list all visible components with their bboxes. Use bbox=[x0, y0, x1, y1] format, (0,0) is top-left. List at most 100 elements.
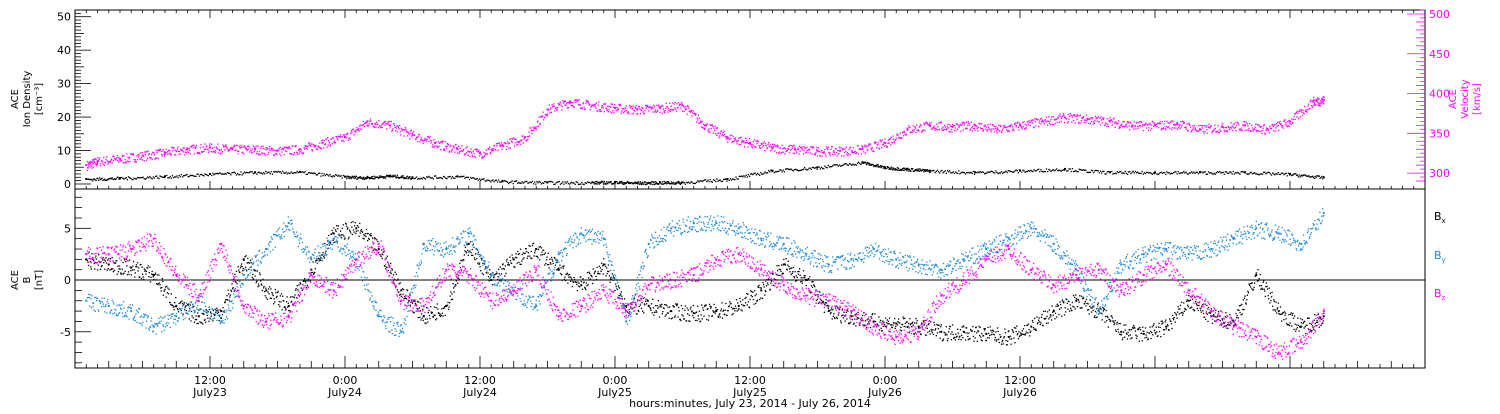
density-point bbox=[132, 179, 133, 180]
velocity-point bbox=[118, 157, 119, 158]
velocity-point bbox=[778, 146, 779, 147]
density-point bbox=[1063, 169, 1064, 170]
velocity-point bbox=[849, 147, 850, 148]
b-bx-point bbox=[433, 314, 434, 315]
b-bx-point bbox=[736, 299, 737, 300]
density-point bbox=[767, 172, 768, 173]
velocity-point bbox=[572, 102, 573, 103]
density-point bbox=[757, 173, 758, 174]
velocity-point bbox=[487, 153, 488, 154]
velocity-point bbox=[903, 135, 904, 136]
density-point bbox=[1166, 171, 1167, 172]
velocity-point bbox=[1175, 124, 1176, 125]
velocity-point bbox=[578, 104, 579, 105]
density-point bbox=[552, 181, 553, 182]
density-point bbox=[1230, 172, 1231, 173]
velocity-point bbox=[385, 121, 386, 122]
velocity-point bbox=[994, 131, 995, 132]
density-point bbox=[1050, 171, 1051, 172]
velocity-point bbox=[640, 113, 641, 114]
velocity-point bbox=[1161, 128, 1162, 129]
density-point bbox=[1109, 171, 1111, 173]
velocity-point bbox=[1304, 106, 1305, 107]
velocity-point bbox=[721, 130, 722, 131]
velocity-point bbox=[372, 123, 373, 124]
b-bx-point bbox=[479, 263, 480, 264]
density-point bbox=[732, 178, 733, 179]
velocity-point bbox=[1277, 125, 1278, 126]
density-point bbox=[1026, 171, 1027, 172]
b-bx-point bbox=[193, 317, 194, 318]
b-bx-point bbox=[740, 301, 741, 302]
b-bx-point bbox=[738, 308, 739, 309]
b-bx-point bbox=[243, 258, 245, 260]
density-point bbox=[467, 177, 468, 178]
b-bx-point bbox=[640, 298, 641, 299]
velocity-point bbox=[947, 126, 948, 127]
b-bx-point bbox=[494, 274, 495, 275]
b-bx-point bbox=[180, 301, 181, 302]
b-bx-point bbox=[751, 295, 752, 296]
velocity-point bbox=[437, 146, 438, 147]
density-point bbox=[188, 176, 189, 177]
density-point bbox=[1037, 169, 1038, 170]
density-point bbox=[816, 169, 817, 170]
b-bx-point bbox=[253, 278, 254, 279]
left-y-axis-label: ACEIon Density[cm⁻³] bbox=[10, 71, 45, 128]
velocity-point bbox=[753, 141, 754, 142]
left-y-tick-label: 30 bbox=[57, 78, 71, 91]
b-bx-point bbox=[609, 275, 610, 276]
velocity-point bbox=[163, 149, 164, 150]
velocity-point bbox=[913, 131, 914, 132]
b-bx-point bbox=[659, 316, 660, 317]
velocity-point bbox=[602, 105, 603, 106]
density-point bbox=[506, 181, 507, 182]
density-point bbox=[370, 178, 371, 179]
density-point bbox=[1162, 173, 1163, 174]
density-point bbox=[291, 171, 292, 172]
b-bx-point bbox=[809, 276, 810, 277]
density-point bbox=[180, 176, 181, 177]
velocity-point bbox=[584, 107, 585, 108]
b-bx-point bbox=[621, 296, 622, 297]
b-bx-point bbox=[92, 259, 93, 260]
density-point bbox=[686, 182, 687, 183]
b-bx-point bbox=[366, 233, 367, 234]
velocity-point bbox=[199, 153, 200, 154]
velocity-point bbox=[451, 151, 452, 152]
density-point bbox=[281, 173, 282, 174]
b-bx-point bbox=[403, 289, 404, 290]
b-bx-point bbox=[165, 286, 166, 287]
density-point bbox=[392, 176, 393, 177]
density-point bbox=[969, 172, 970, 173]
density-point bbox=[752, 174, 753, 175]
velocity-point bbox=[1068, 121, 1069, 122]
velocity-point bbox=[691, 110, 692, 111]
velocity-point bbox=[1021, 127, 1022, 128]
b-bx-point bbox=[550, 263, 551, 264]
density-point bbox=[436, 177, 437, 178]
density-point bbox=[235, 173, 236, 174]
b-bx-point bbox=[713, 304, 714, 305]
b-bx-point bbox=[689, 321, 690, 322]
velocity-point bbox=[1043, 121, 1044, 122]
velocity-point bbox=[543, 119, 544, 120]
density-point bbox=[302, 171, 303, 172]
b-bx-point bbox=[641, 302, 642, 303]
b-bx-point bbox=[750, 290, 751, 291]
velocity-point bbox=[346, 137, 347, 138]
density-point bbox=[171, 177, 172, 178]
velocity-point bbox=[964, 124, 965, 125]
velocity-point bbox=[631, 113, 632, 114]
velocity-point bbox=[1214, 129, 1215, 130]
b-bx-point bbox=[537, 257, 538, 258]
density-point bbox=[607, 183, 608, 184]
velocity-point bbox=[655, 109, 656, 110]
b-bx-point bbox=[748, 301, 749, 302]
velocity-point bbox=[472, 154, 473, 155]
b-bx-point bbox=[753, 304, 754, 305]
velocity-point bbox=[404, 129, 405, 130]
velocity-point bbox=[734, 140, 735, 141]
velocity-point bbox=[629, 113, 630, 114]
